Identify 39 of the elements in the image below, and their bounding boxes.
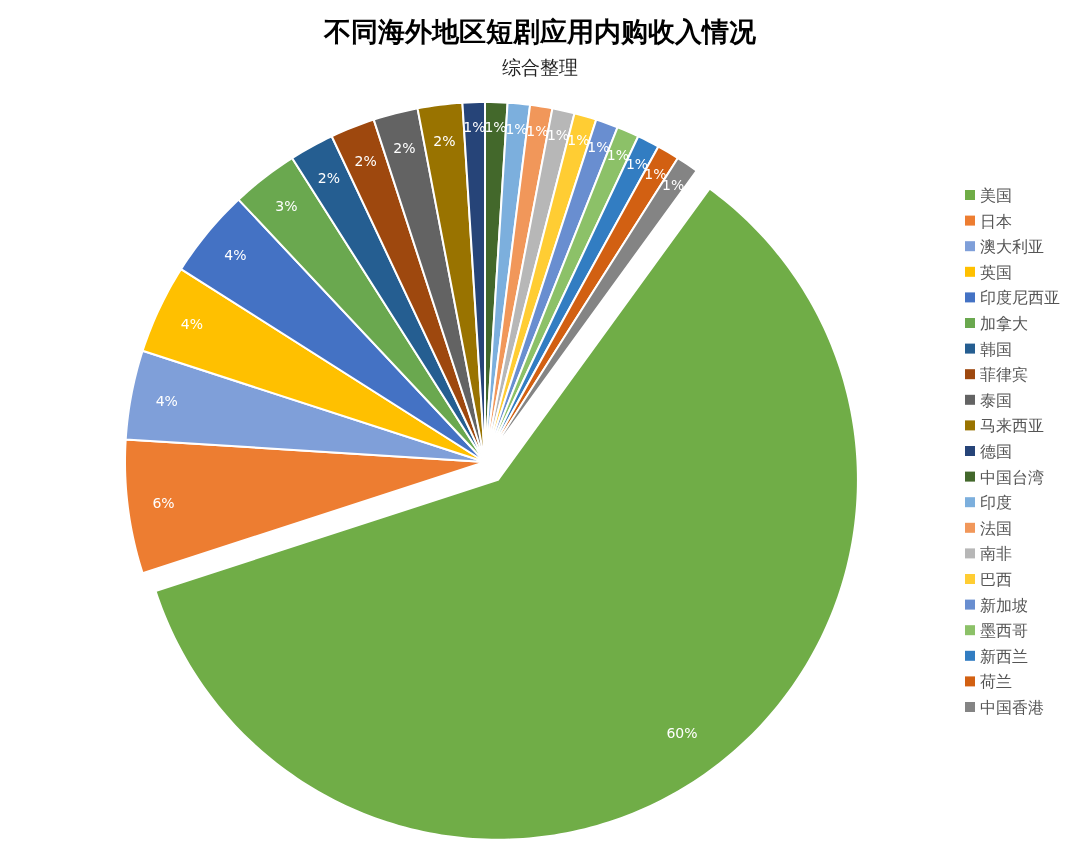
data-label: 2% [433,132,456,149]
legend-label: 南非 [980,544,1012,564]
data-label: 2% [317,170,341,187]
chart-title: 不同海外地区短剧应用内购收入情况 [323,16,757,47]
data-label: 1% [484,119,507,136]
chart-subtitle: 综合整理 [502,56,578,78]
data-label: 2% [354,152,377,169]
data-label: 4% [155,393,178,410]
data-label: 2% [393,140,416,157]
data-label: 1% [526,123,549,140]
data-label: 4% [224,247,247,264]
legend-label: 菲律宾 [980,365,1028,385]
data-label: 4% [180,316,203,333]
legend-label: 澳大利亚 [980,237,1044,257]
legend-label: 英国 [980,262,1012,282]
data-label: 6% [152,494,175,511]
legend-label: 新加坡 [980,595,1028,615]
legend-label: 日本 [980,211,1012,231]
legend-label: 新西兰 [980,646,1028,666]
legend-label: 韩国 [980,339,1012,359]
data-label: 60% [666,725,698,742]
data-label: 1% [587,138,610,155]
legend-label: 巴西 [980,570,1012,589]
legend-label: 美国 [980,186,1012,205]
legend-label: 法国 [980,518,1012,538]
legend-label: 马来西亚 [980,416,1044,436]
data-label: 1% [505,120,528,137]
legend-label: 中国香港 [980,698,1044,717]
legend-label: 加拿大 [980,314,1028,333]
legend-label: 泰国 [980,390,1012,410]
data-label: 1% [567,132,590,149]
legend-label: 德国 [980,442,1012,461]
data-label: 3% [275,197,298,214]
legend-label: 印度尼西亚 [980,288,1060,308]
legend-label: 印度 [980,493,1012,513]
data-label: 1% [546,127,570,144]
legend-label: 墨西哥 [980,621,1028,641]
legend-label: 中国台湾 [980,467,1044,487]
legend-label: 荷兰 [980,672,1012,692]
